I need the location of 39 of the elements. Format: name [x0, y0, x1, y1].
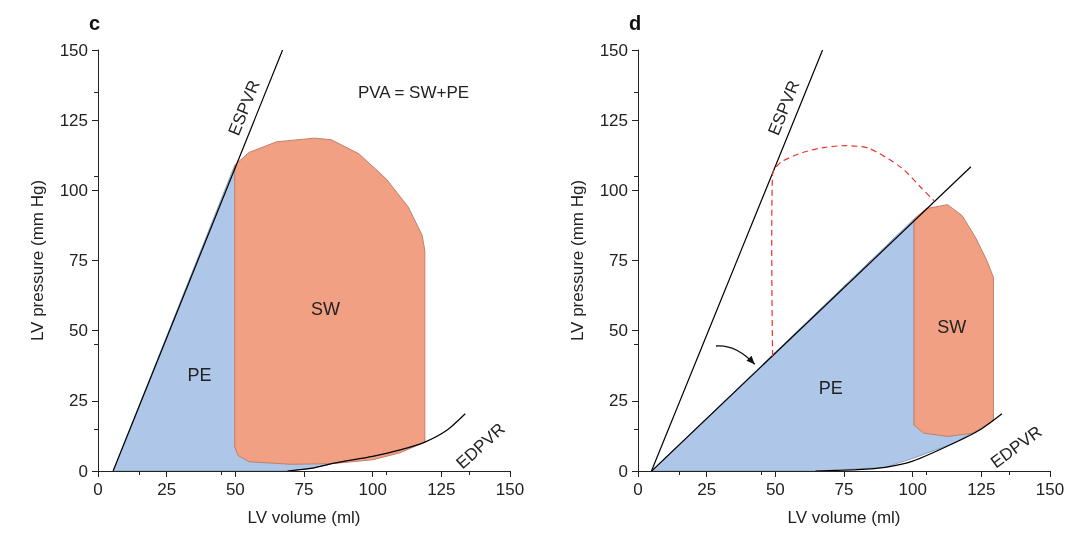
y-axis-title: LV pressure (mm Hg)	[28, 179, 47, 342]
annotation: PVA = SW+PE	[357, 83, 470, 102]
y-tick-label: 100	[599, 180, 628, 200]
x-tick-label: 0	[93, 480, 103, 499]
x-tick-label: 150	[495, 480, 525, 499]
x-tick-label: 50	[225, 480, 245, 499]
y-axis-title: LV pressure (mm Hg)	[568, 179, 587, 342]
y-tick-label: 125	[59, 110, 88, 130]
x-tick-label: 75	[834, 480, 854, 499]
x-tick-label: 0	[633, 480, 643, 499]
x-tick-label: 150	[1035, 480, 1065, 499]
y-tick-label: 150	[59, 40, 88, 60]
x-tick-label: 100	[898, 480, 927, 499]
y-tick-label: 125	[599, 110, 628, 130]
series-label: PE	[818, 378, 843, 399]
y-tick-label: 50	[609, 321, 628, 341]
y-tick-label: 25	[609, 391, 628, 411]
x-tick-label: 125	[967, 480, 996, 499]
x-tick-label: 125	[427, 480, 456, 499]
x-axis-title: LV volume (ml)	[787, 508, 901, 527]
y-tick-label: 0	[618, 461, 628, 481]
x-tick-label: 75	[294, 480, 314, 499]
x-tick-label: 50	[765, 480, 785, 499]
y-tick-label: 150	[599, 40, 628, 60]
x-axis-title: LV volume (ml)	[247, 508, 361, 527]
y-tick-label: 50	[69, 321, 88, 341]
chart-title: d	[629, 12, 642, 34]
series-label: SW	[937, 316, 967, 337]
y-tick-label: 100	[59, 180, 88, 200]
chart-title: c	[89, 12, 101, 34]
x-tick-label: 100	[358, 480, 387, 499]
y-tick-label: 25	[69, 391, 88, 411]
y-tick-label: 75	[609, 251, 628, 270]
y-tick-label: 75	[69, 251, 88, 270]
series-label: SW	[311, 298, 341, 319]
x-tick-label: 25	[157, 480, 177, 499]
x-tick-label: 25	[697, 480, 717, 499]
series-label: PE	[187, 365, 212, 386]
y-tick-label: 0	[78, 461, 88, 481]
